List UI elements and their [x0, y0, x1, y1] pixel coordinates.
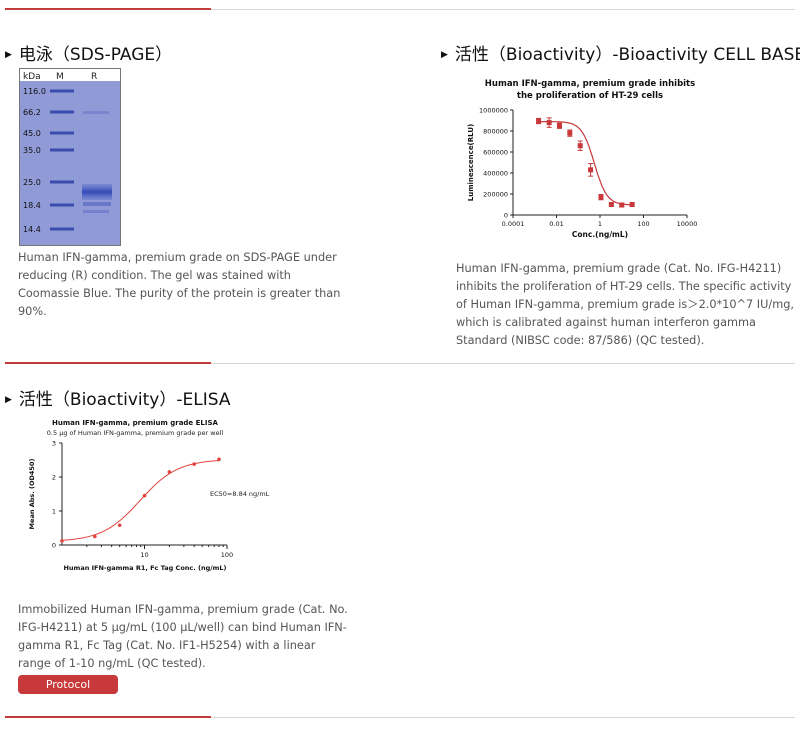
gel-marker-label: 45.0 — [23, 129, 41, 138]
chart2-title: Human IFN-gamma, premium grade ELISA — [52, 419, 218, 427]
gel-marker-label: 35.0 — [23, 146, 41, 155]
chart1-title-line2: the proliferation of HT-29 cells — [517, 91, 663, 101]
chart1-x-label: Conc.(ng/mL) — [572, 230, 628, 239]
cell-description: Human IFN-gamma, premium grade (Cat. No.… — [456, 262, 794, 347]
gel-marker-label: 116.0 — [23, 87, 46, 96]
chart1-fit-curve — [538, 121, 633, 206]
gel-r-lower-band-2 — [83, 210, 109, 213]
gel-kda-label: kDa — [23, 72, 41, 82]
chart2-x-tick-label: 10 — [140, 551, 148, 559]
chart2-annotation: EC50=8.84 ng/mL — [210, 490, 270, 498]
chart2-point — [217, 457, 221, 462]
chart1-y-tick-label: 0 — [504, 212, 508, 220]
chart1-point — [588, 167, 594, 173]
chart2-y-tick-label: 2 — [52, 474, 56, 482]
gel-lane-r-label: R — [91, 72, 97, 82]
chart2-x-tick-label: 100 — [221, 551, 233, 559]
chart2-y-tick-label: 3 — [52, 440, 56, 448]
gel-marker-band — [50, 148, 74, 152]
chart2-point — [167, 470, 172, 474]
chart1-y-tick-label: 200000 — [483, 191, 508, 199]
gel-marker-label: 18.4 — [23, 201, 41, 210]
gel-markers: 116.0 66.2 45.0 35.0 25.0 18.4 14.4 — [23, 87, 74, 234]
chart1-title-line1: Human IFN-gamma, premium grade inhibits — [485, 79, 695, 89]
gel-marker-band — [50, 203, 74, 207]
chart1-y-tick-label: 800000 — [483, 128, 508, 136]
chart1-point — [567, 130, 573, 136]
sds-description: Human IFN-gamma, premium grade on SDS-PA… — [18, 251, 341, 318]
gel-marker-band — [50, 227, 74, 231]
chart1-point — [556, 123, 562, 129]
middle-divider — [5, 362, 795, 364]
chart2-point — [117, 523, 122, 528]
chart1-x-tick-label: 0.0001 — [502, 220, 525, 228]
protocol-button[interactable]: Protocol — [18, 675, 118, 694]
chart1-x-tick-label: 1 — [598, 220, 602, 228]
chart1-point — [598, 194, 604, 200]
gel-marker-label: 25.0 — [23, 178, 41, 187]
top-divider — [5, 8, 795, 10]
elisa-chart: Human IFN-gamma, premium grade ELISA 0.5 … — [28, 419, 270, 572]
chart1-y-tick-label: 400000 — [483, 170, 508, 178]
chart1-y-label: Luminescence(RLU) — [467, 124, 475, 202]
chart1-point — [608, 202, 614, 207]
chart2-fit-curve — [61, 460, 220, 541]
chart1-point — [619, 202, 625, 208]
chart2-y-tick-label: 1 — [52, 508, 56, 516]
chart2-y-tick-label: 0 — [52, 542, 56, 550]
chart2-point — [93, 534, 97, 539]
gel-svg: kDa M R 116.0 66.2 45.0 35.0 25.0 18.4 14.4 — [20, 69, 120, 245]
chart2-point — [60, 539, 64, 543]
cell-title-text: 活性（Bioactivity）-Bioactivity CELL BASE — [454, 45, 800, 65]
bottom-divider-accent — [5, 716, 211, 718]
bottom-divider — [5, 716, 795, 718]
chart2-y-label: Mean Abs. (OD450) — [28, 459, 36, 530]
bullet-icon: ▶ — [441, 50, 448, 60]
chart1-x-tick-label: 0.01 — [549, 220, 563, 228]
gel-marker-label: 14.4 — [23, 225, 41, 234]
chart1-y-tick-label: 600000 — [483, 149, 508, 157]
gel-r-main-band — [82, 184, 112, 200]
bullet-icon: ▶ — [5, 395, 12, 405]
chart1-x-tick-label: 10000 — [677, 220, 698, 228]
gel-background — [20, 81, 120, 245]
sds-title-text: 电泳（SDS-PAGE） — [18, 45, 173, 65]
cell-chart: Human IFN-gamma, premium grade inhibits t… — [467, 79, 698, 239]
chart2-point — [192, 462, 196, 466]
gel-marker-band — [50, 110, 74, 114]
chart1-x-tick-label: 100 — [637, 220, 649, 228]
elisa-description: Immobilized Human IFN-gamma, premium gra… — [18, 603, 348, 670]
chart2-subtitle: 0.5 μg of Human IFN-gamma, premium grade… — [47, 429, 224, 437]
bullet-icon: ▶ — [5, 50, 12, 60]
top-divider-accent — [5, 8, 211, 10]
chart1-y-tick-label: 1000000 — [479, 107, 508, 115]
chart1-point — [546, 120, 552, 126]
middle-divider-accent — [5, 362, 211, 364]
gel-marker-band — [50, 89, 74, 93]
chart1-point — [577, 143, 583, 149]
gel-marker-band — [50, 131, 74, 135]
elisa-section-title: ▶ 活性（Bioactivity）-ELISA — [5, 385, 230, 410]
chart1-point — [536, 118, 542, 124]
cell-section-title: ▶ 活性（Bioactivity）-Bioactivity CELL BASE — [441, 40, 800, 65]
elisa-title-text: 活性（Bioactivity）-ELISA — [18, 390, 231, 410]
gel-image: kDa M R 116.0 66.2 45.0 35.0 25.0 18.4 14.4 — [19, 68, 121, 246]
chart2-x-label: Human IFN-gamma R1, Fc Tag Conc. (ng/mL) — [63, 564, 226, 572]
chart1-point — [629, 202, 635, 207]
gel-r-faint-band — [83, 111, 109, 114]
sds-section-title: ▶ 电泳（SDS-PAGE） — [5, 40, 172, 65]
gel-marker-band — [50, 180, 74, 184]
gel-r-lower-band — [83, 202, 111, 206]
chart2-point — [142, 493, 147, 498]
gel-lane-m-label: M — [56, 72, 64, 82]
gel-marker-label: 66.2 — [23, 108, 41, 117]
